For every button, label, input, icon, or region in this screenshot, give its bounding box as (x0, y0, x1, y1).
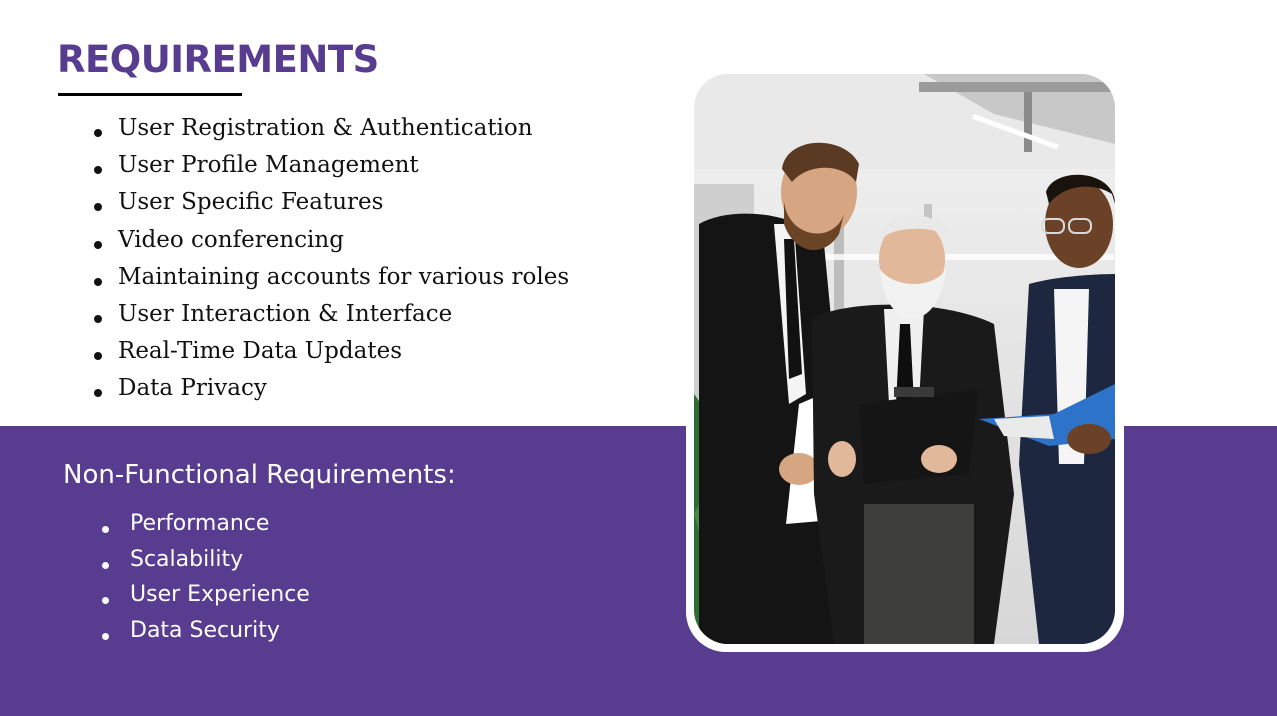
requirement-item: User Registration & Authentication (93, 110, 569, 147)
title-underline (58, 93, 242, 96)
requirement-item: User Specific Features (93, 184, 569, 221)
non-functional-item: Performance (101, 506, 310, 542)
business-team-photo (694, 74, 1115, 644)
requirement-item: User Profile Management (93, 147, 569, 184)
non-functional-item: User Experience (101, 577, 310, 613)
requirements-list: User Registration & Authentication User … (93, 110, 569, 408)
slide-title: REQUIREMENTS (57, 38, 379, 81)
non-functional-item: Data Security (101, 613, 310, 649)
requirement-item: Maintaining accounts for various roles (93, 259, 569, 296)
requirement-item: User Interaction & Interface (93, 296, 569, 333)
requirement-item: Data Privacy (93, 370, 569, 407)
requirement-item: Video conferencing (93, 222, 569, 259)
non-functional-heading: Non-Functional Requirements: (63, 460, 456, 490)
requirement-item: Real-Time Data Updates (93, 333, 569, 370)
non-functional-list: Performance Scalability User Experience … (101, 506, 310, 648)
non-functional-item: Scalability (101, 542, 310, 578)
